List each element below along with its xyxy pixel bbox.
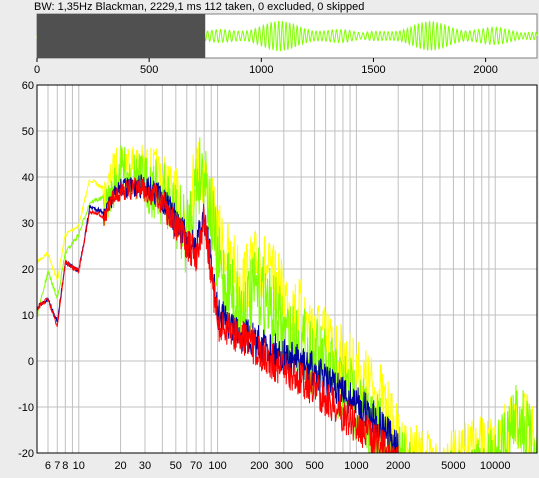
- spectrum-x-tick-label: 100: [208, 460, 226, 472]
- spectrum-y-tick-label: 0: [28, 356, 34, 368]
- spectrum-x-tick-label: 7: [54, 460, 60, 472]
- spectrum-x-tick-label: 5000: [441, 460, 465, 472]
- spectrum-x-tick-label: 1000: [344, 460, 368, 472]
- spectrum-series-dark-blue: [36, 174, 399, 454]
- spectrum-x-tick-label: 10: [73, 460, 85, 472]
- spectrum-x-tick-label: 30: [139, 460, 151, 472]
- spectrum-x-tick-label: 50: [170, 460, 182, 472]
- spectrum-y-tick-label: 10: [22, 310, 34, 322]
- spectrum-y-tick-label: -10: [18, 402, 34, 414]
- spectrum-y-tick-label: 60: [22, 80, 34, 92]
- spectrum-x-tick-label: 200: [250, 460, 268, 472]
- overview-x-tick-label: 2000: [473, 64, 497, 76]
- spectrum-y-tick-label: 50: [22, 126, 34, 138]
- spectrum-series-yellow: [36, 141, 538, 455]
- spectrum-x-tick-label: 6: [45, 460, 51, 472]
- spectrum-x-tick-label: 8: [62, 460, 68, 472]
- spectrum-x-tick-label: 70: [190, 460, 202, 472]
- spectrum-x-tick-label: 20: [114, 460, 126, 472]
- spectrum-y-tick-label: -20: [18, 448, 34, 460]
- spectrum-y-tick-label: 40: [22, 172, 34, 184]
- status-bar-text: BW: 1,35Hz Blackman, 2229,1 ms 112 taken…: [34, 1, 365, 13]
- time-overview-chart[interactable]: 0 500 1000 1500 2000: [0, 0, 539, 80]
- overview-x-tick-label: 500: [140, 64, 158, 76]
- spectrum-series-red: [36, 177, 399, 454]
- spectrum-y-tick-label: 20: [22, 264, 34, 276]
- spectrum-x-tick-label: 500: [305, 460, 323, 472]
- overview-x-tick-label: 0: [34, 64, 40, 76]
- spectrum-x-tick-label: 10000: [480, 460, 511, 472]
- spectrum-x-tick-label: 300: [275, 460, 293, 472]
- overview-x-tick-label: 1000: [249, 64, 273, 76]
- spectrum-frame: [36, 84, 538, 454]
- spectrum-x-tick-label: 2000: [386, 460, 410, 472]
- overview-selection: [37, 14, 206, 58]
- overview-x-tick-label: 1500: [361, 64, 385, 76]
- spectrum-y-tick-label: 30: [22, 218, 34, 230]
